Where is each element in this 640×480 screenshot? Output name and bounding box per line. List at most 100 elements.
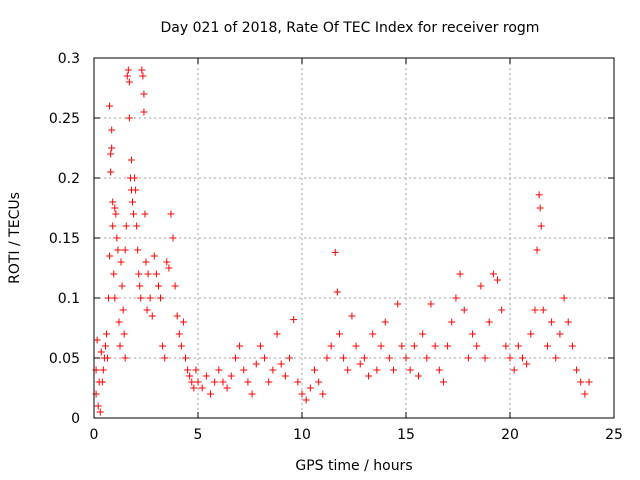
data-point	[202, 372, 210, 380]
axis-ticks	[93, 57, 615, 419]
data-point	[139, 72, 147, 80]
data-point	[573, 366, 581, 374]
data-point	[128, 198, 136, 206]
data-point	[381, 318, 389, 326]
data-point	[106, 102, 114, 110]
data-point	[269, 366, 277, 374]
data-point	[106, 252, 114, 260]
data-point	[444, 342, 452, 350]
data-point	[335, 330, 343, 338]
data-point	[290, 316, 298, 324]
data-point	[105, 294, 113, 302]
data-point	[390, 366, 398, 374]
data-point	[231, 354, 239, 362]
data-point	[427, 300, 435, 308]
data-point	[125, 114, 133, 122]
data-point	[510, 366, 518, 374]
data-point	[556, 330, 564, 338]
data-point	[277, 360, 285, 368]
data-point	[356, 360, 364, 368]
data-point	[527, 330, 535, 338]
data-point	[435, 366, 443, 374]
data-point	[548, 318, 556, 326]
data-point	[340, 354, 348, 362]
data-point	[310, 366, 318, 374]
data-point	[121, 246, 129, 254]
data-point	[215, 366, 223, 374]
data-point	[281, 372, 289, 380]
data-point	[423, 354, 431, 362]
data-point	[94, 402, 102, 410]
data-point	[171, 282, 179, 290]
data-point	[111, 204, 119, 212]
data-point	[118, 282, 126, 290]
data-point	[127, 156, 135, 164]
data-point	[150, 252, 158, 260]
data-point	[165, 264, 173, 272]
data-point	[227, 372, 235, 380]
y-tick-label: 0.15	[49, 231, 80, 247]
data-point	[498, 306, 506, 314]
data-point	[244, 378, 252, 386]
data-point	[138, 66, 146, 74]
data-point	[140, 90, 148, 98]
data-point	[560, 294, 568, 302]
data-point	[448, 318, 456, 326]
data-point	[132, 186, 140, 194]
data-point	[431, 342, 439, 350]
data-point	[98, 378, 106, 386]
data-point	[460, 306, 468, 314]
data-points	[92, 66, 593, 416]
data-point	[152, 270, 160, 278]
data-point	[169, 234, 177, 242]
data-point	[419, 330, 427, 338]
data-point	[140, 108, 148, 116]
data-point	[323, 354, 331, 362]
data-point	[184, 366, 192, 374]
data-point	[240, 366, 248, 374]
data-point	[533, 246, 541, 254]
data-point	[481, 354, 489, 362]
data-point	[236, 342, 244, 350]
data-point	[552, 354, 560, 362]
data-point	[109, 222, 117, 230]
data-point	[494, 276, 502, 284]
data-point	[130, 210, 138, 218]
data-point	[331, 248, 339, 256]
data-point	[120, 330, 128, 338]
data-point	[537, 222, 545, 230]
data-point	[186, 372, 194, 380]
data-point	[452, 294, 460, 302]
data-point	[111, 294, 119, 302]
data-point	[518, 354, 526, 362]
x-tick-label: 15	[397, 427, 415, 443]
data-point	[121, 354, 129, 362]
y-tick-label: 0.2	[58, 171, 80, 187]
y-tick-label: 0	[71, 411, 80, 427]
data-point	[134, 246, 142, 254]
data-point	[112, 210, 120, 218]
data-point	[177, 342, 185, 350]
data-point	[119, 306, 127, 314]
data-point	[124, 66, 132, 74]
data-point	[315, 378, 323, 386]
data-point	[123, 72, 131, 80]
data-point	[108, 144, 116, 152]
data-point	[319, 390, 327, 398]
data-point	[125, 78, 133, 86]
data-point	[188, 378, 196, 386]
data-point	[489, 270, 497, 278]
data-point	[131, 174, 139, 182]
data-point	[298, 390, 306, 398]
data-point	[179, 318, 187, 326]
y-tick-labels: 0 0.05 0.1 0.15 0.2 0.25 0.3	[49, 51, 80, 427]
data-point	[502, 342, 510, 350]
data-point	[154, 282, 162, 290]
data-point	[219, 378, 227, 386]
data-point	[473, 342, 481, 350]
data-point	[273, 330, 281, 338]
y-tick-label: 0.05	[49, 351, 80, 367]
x-axis-label: GPS time / hours	[295, 458, 412, 474]
x-tick-label: 25	[605, 427, 623, 443]
